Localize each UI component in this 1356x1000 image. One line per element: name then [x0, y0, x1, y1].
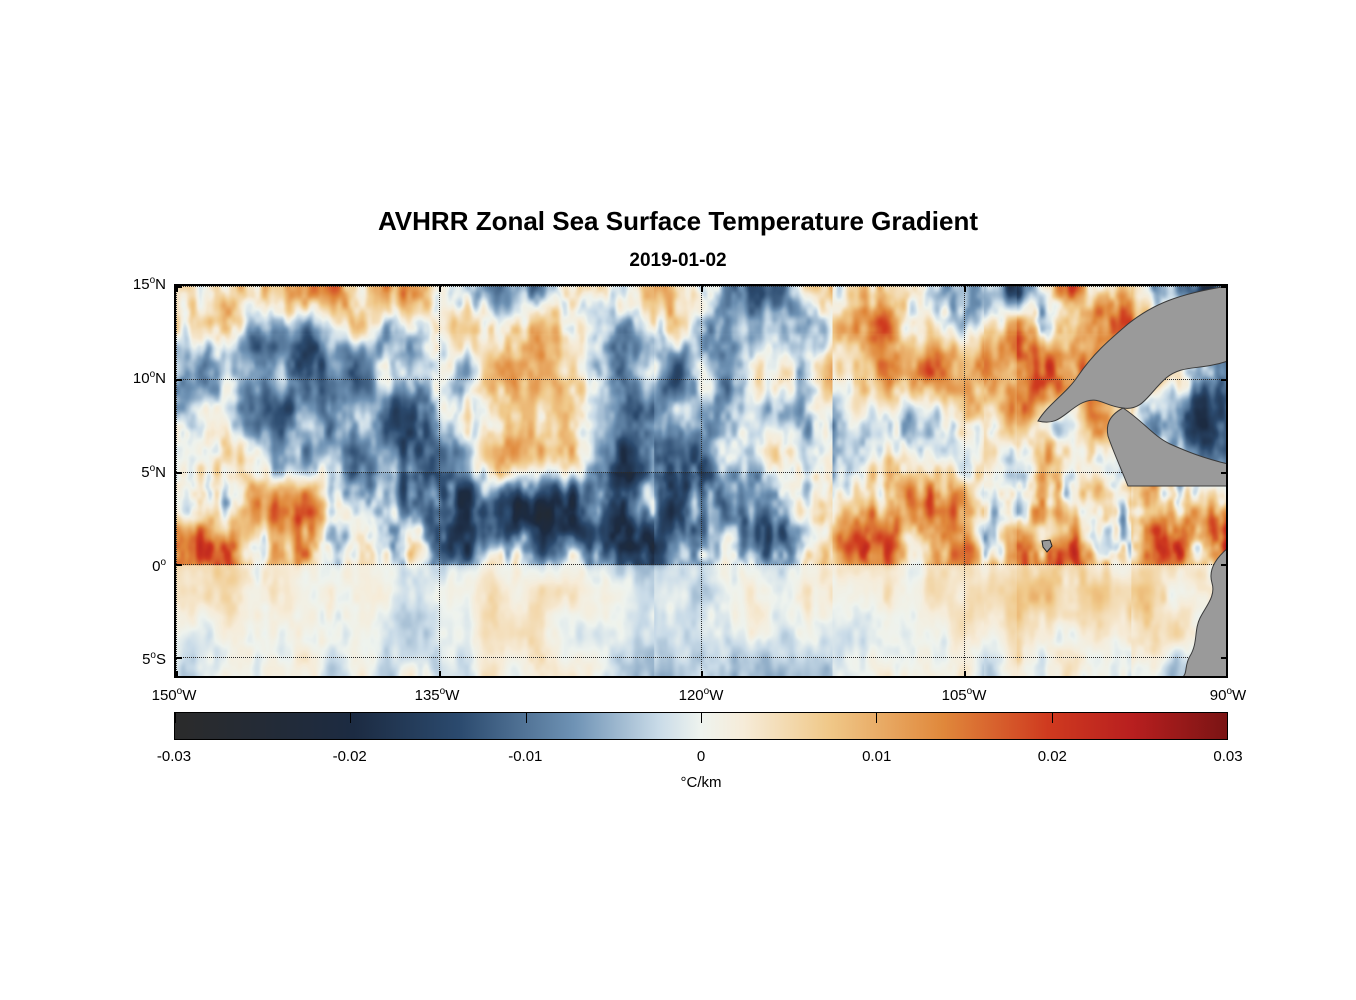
xtick-label: 135oW [415, 686, 460, 704]
gridline-vertical [176, 286, 177, 676]
colorbar-tick-label: 0 [697, 748, 705, 765]
xtick-label: 90oW [1210, 686, 1246, 704]
colorbar-container[interactable]: -0.03 -0.02 -0.01 0 0.01 0.02 0.03 °C/km [174, 712, 1228, 740]
ytick-label: 10oN [118, 369, 166, 387]
gridline-horizontal [176, 564, 1226, 565]
colorbar-tick-label: 0.02 [1038, 748, 1067, 765]
ytick-label: 5oN [118, 463, 166, 481]
gridline-vertical [1226, 286, 1227, 676]
colorbar-unit-label: °C/km [681, 774, 722, 791]
ytick-label: 5oS [118, 650, 166, 668]
galapagos-island-mask [1040, 538, 1054, 554]
colorbar-tick-label: -0.01 [508, 748, 542, 765]
south-america-landmass [1168, 548, 1228, 678]
gridline-vertical [701, 286, 702, 676]
colorbar-tick-label: 0.03 [1213, 748, 1242, 765]
avhrr-sst-gradient-figure: AVHRR Zonal Sea Surface Temperature Grad… [0, 0, 1356, 1000]
xtick-label: 105oW [942, 686, 987, 704]
ytick-label: 15oN [118, 275, 166, 293]
mexico-central-america-landmass [898, 286, 1228, 486]
colorbar-tick-label: -0.03 [157, 748, 191, 765]
gridline-vertical [439, 286, 440, 676]
date-subtitle: 2019-01-02 [0, 250, 1356, 272]
colorbar-tick-label: -0.02 [333, 748, 367, 765]
colorbar-gradient[interactable] [174, 712, 1228, 740]
xtick-label: 150oW [152, 686, 197, 704]
sst-gradient-map[interactable] [174, 284, 1228, 678]
colorbar-tick-label: 0.01 [862, 748, 891, 765]
page-title: AVHRR Zonal Sea Surface Temperature Grad… [0, 206, 1356, 237]
xtick-label: 120oW [679, 686, 724, 704]
gridline-horizontal [176, 657, 1226, 658]
ytick-label: 0o [118, 557, 166, 575]
